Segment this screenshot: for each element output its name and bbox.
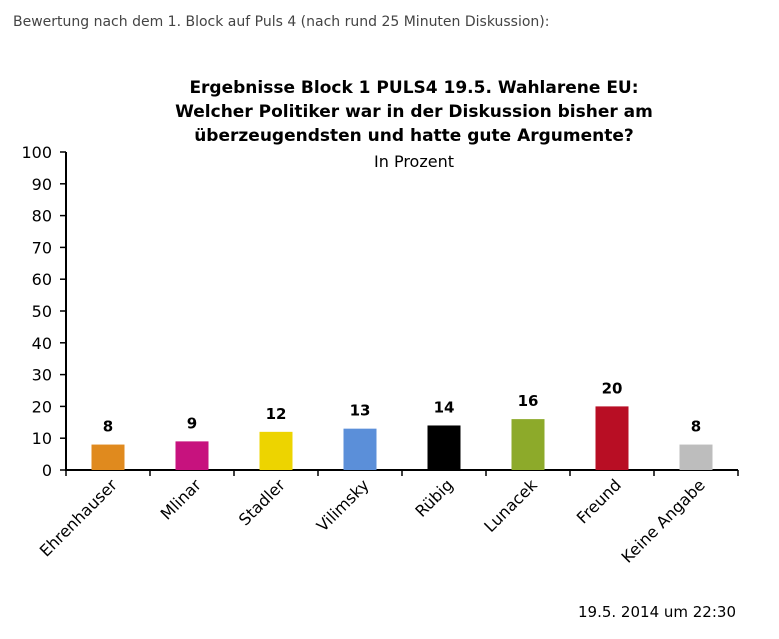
chart-title-line-3: überzeugendsten und hatte gute Argumente… <box>194 126 634 146</box>
y-tick-label: 50 <box>32 302 52 321</box>
y-tick-label: 20 <box>32 397 52 416</box>
category-label: Mlinar <box>157 475 206 524</box>
chart-title-line-1: Ergebnisse Block 1 PULS4 19.5. Wahlarene… <box>189 78 639 98</box>
data-label: 9 <box>187 414 197 432</box>
bar-r-big <box>427 425 461 470</box>
chart-title-line-2: Welcher Politiker war in der Diskussion … <box>175 102 653 122</box>
y-tick-label: 30 <box>32 366 52 385</box>
data-label: 13 <box>350 402 371 420</box>
bar-mlinar <box>175 441 209 470</box>
data-label: 16 <box>518 392 539 410</box>
data-label: 8 <box>691 418 701 436</box>
data-label: 12 <box>266 405 287 423</box>
y-tick-label: 80 <box>32 207 52 226</box>
bar-vilimsky <box>343 428 377 470</box>
bar-ehrenhauser <box>91 444 125 470</box>
chart-title: Ergebnisse Block 1 PULS4 19.5. Wahlarene… <box>168 76 660 148</box>
data-label: 14 <box>434 398 455 416</box>
y-tick-label: 70 <box>32 238 52 257</box>
chart-subtitle: In Prozent <box>374 152 454 171</box>
bar-stadler <box>259 431 293 470</box>
data-label: 20 <box>602 379 623 397</box>
bar-keine-angabe <box>679 444 713 470</box>
category-label: Keine Angabe <box>618 475 709 566</box>
bar-freund <box>595 406 629 470</box>
page-caption: Bewertung nach dem 1. Block auf Puls 4 (… <box>13 14 550 30</box>
y-tick-label: 40 <box>32 334 52 353</box>
category-label: Rübig <box>411 475 456 520</box>
y-tick-label: 0 <box>42 461 52 480</box>
y-tick-label: 10 <box>32 429 52 448</box>
bar-lunacek <box>511 419 545 470</box>
data-label: 8 <box>103 418 113 436</box>
y-tick-label: 60 <box>32 270 52 289</box>
category-label: Ehrenhauser <box>36 475 121 560</box>
category-label: Lunacek <box>480 475 541 536</box>
timestamp: 19.5. 2014 um 22:30 <box>578 603 736 621</box>
category-label: Freund <box>573 475 625 527</box>
category-label: Stadler <box>235 475 289 529</box>
y-tick-label: 100 <box>21 143 52 162</box>
y-tick-label: 90 <box>32 175 52 194</box>
category-label: Vilimsky <box>313 475 373 535</box>
